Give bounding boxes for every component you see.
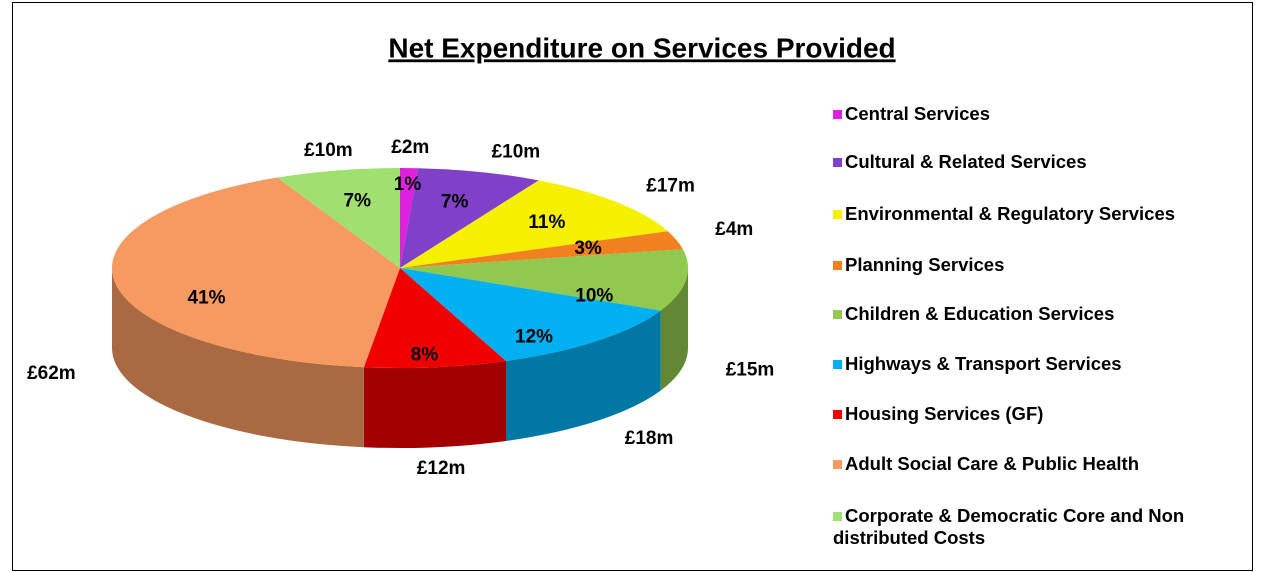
legend-item: Central Services	[833, 103, 1243, 125]
legend-label: Housing Services (GF)	[845, 403, 1044, 424]
pie-slice	[400, 180, 668, 268]
pie-slice	[277, 168, 400, 268]
legend-item: Environmental & Regulatory Services	[833, 203, 1243, 225]
pie-slice	[400, 231, 683, 268]
legend-swatch	[833, 158, 842, 167]
legend-swatch	[833, 261, 842, 270]
legend-swatch	[833, 460, 842, 469]
legend-item: Highways & Transport Services	[833, 353, 1243, 375]
legend-label: Children & Education Services	[845, 303, 1115, 324]
percent-label: 11%	[528, 212, 565, 233]
chart-title: Net Expenditure on Services Provided	[388, 32, 895, 63]
percent-label: 7%	[344, 191, 372, 212]
legend-item: Housing Services (GF)	[833, 403, 1243, 425]
percent-label: 10%	[575, 286, 613, 307]
chart-border	[12, 2, 1253, 571]
pie-slice	[400, 168, 539, 268]
pie-side	[506, 310, 661, 441]
legend-label: Planning Services	[845, 254, 1005, 275]
pie-side	[363, 360, 507, 448]
legend-item: Children & Education Services	[833, 303, 1243, 325]
legend-swatch	[833, 512, 842, 521]
amount-label: £15m	[726, 359, 775, 380]
legend-item: Cultural & Related Services	[833, 151, 1243, 173]
amount-label: £2m	[391, 137, 429, 158]
legend-item: Planning Services	[833, 254, 1243, 276]
percent-label: 41%	[188, 288, 226, 309]
pie-side	[660, 268, 688, 391]
amount-label: £10m	[492, 142, 541, 163]
legend-label: Central Services	[845, 103, 991, 124]
amount-label: £12m	[417, 458, 466, 479]
legend-swatch	[833, 410, 842, 419]
pie-slice	[112, 177, 400, 368]
pie-slice	[400, 249, 688, 311]
legend-label: Cultural & Related Services	[845, 151, 1087, 172]
legend-swatch	[833, 210, 842, 219]
pie-tops	[112, 168, 688, 368]
pie-slice	[400, 268, 661, 361]
percent-label: 1%	[394, 174, 422, 195]
amount-label: £18m	[625, 428, 674, 449]
legend-swatch	[833, 310, 842, 319]
percent-label: 12%	[515, 327, 553, 348]
amount-label: £10m	[304, 140, 353, 161]
percent-label: 8%	[411, 344, 439, 365]
legend-swatch	[833, 110, 842, 119]
pie-slice	[400, 168, 419, 268]
amount-label: £4m	[715, 219, 753, 240]
legend-label: Corporate & Democratic Core and Non dist…	[833, 505, 1185, 548]
amount-label: £17m	[646, 176, 695, 197]
legend-item: Adult Social Care & Public Health	[833, 453, 1243, 475]
percent-label: 7%	[441, 192, 469, 213]
percent-label: 3%	[574, 238, 602, 259]
legend-label: Highways & Transport Services	[845, 353, 1122, 374]
amount-label: £62m	[27, 363, 76, 384]
pie-sides	[112, 268, 688, 448]
pie-side	[112, 268, 364, 448]
legend-label: Adult Social Care & Public Health	[845, 453, 1140, 474]
pie-slice	[363, 268, 507, 368]
pie-labels: 1% £2m 7% £10m 11% £17m 3% £4m 10% £15m 12% £18m 8% £…	[27, 137, 774, 479]
legend-item: Corporate & Democratic Core and Non dist…	[833, 505, 1243, 549]
legend-label: Environmental & Regulatory Services	[845, 203, 1176, 224]
legend-swatch	[833, 360, 842, 369]
